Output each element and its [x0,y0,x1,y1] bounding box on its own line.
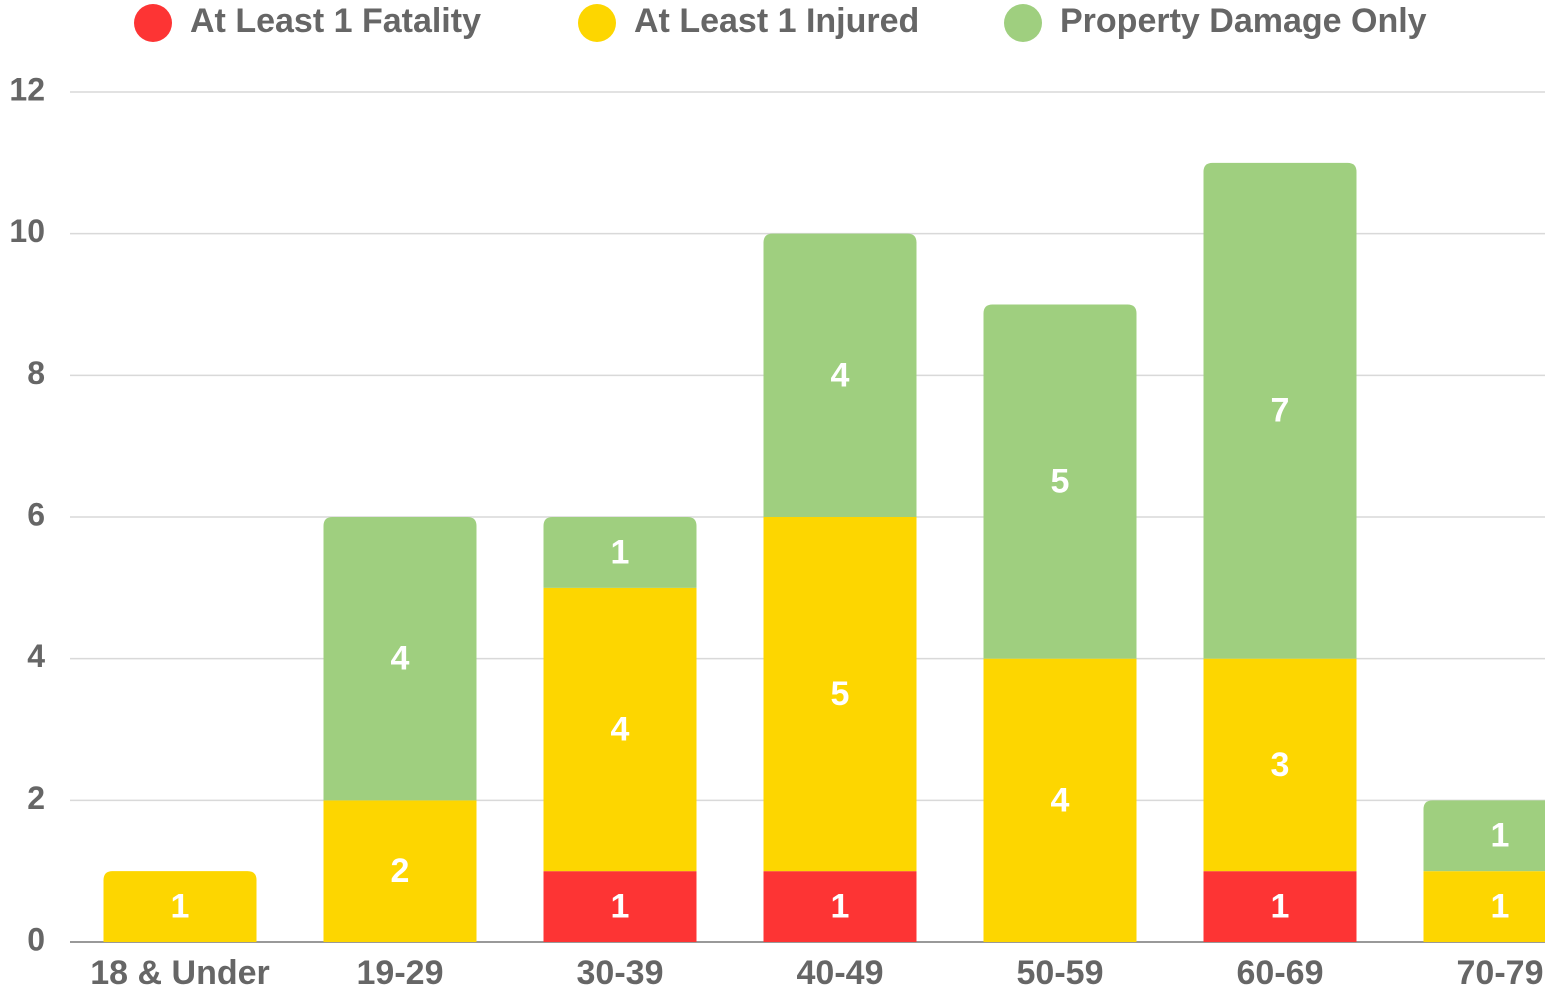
data-label: 1 [1271,888,1290,926]
data-label: 3 [1271,746,1290,784]
bar-segment [763,233,917,517]
data-label: 7 [1271,392,1290,430]
legend-label: At Least 1 Injured [634,2,919,40]
x-tick-label: 40-49 [797,954,884,992]
data-label: 1 [171,888,190,926]
legend-label: Property Damage Only [1060,2,1427,40]
data-label: 1 [611,533,630,571]
bar-segment [983,658,1137,942]
x-tick-label: 18 & Under [90,954,270,992]
data-label: 5 [1051,463,1070,501]
bar-segment [1423,871,1545,942]
data-label: 2 [391,852,410,890]
data-label: 4 [1051,781,1070,819]
x-tick-label: 50-59 [1017,954,1104,992]
y-tick-label: 10 [9,213,45,249]
data-label: 4 [611,710,630,748]
legend-label: At Least 1 Fatality [190,2,481,40]
bar-segment [543,517,697,588]
y-tick-label: 0 [27,921,45,957]
data-label: 4 [391,640,410,678]
y-tick-label: 12 [9,71,45,107]
bar-segment [1203,162,1357,659]
bar-segment [763,517,917,872]
bar-segment [323,800,477,942]
bar-segment [763,871,917,942]
data-label: 4 [831,356,850,394]
x-tick-label: 30-39 [577,954,664,992]
x-tick-label: 60-69 [1237,954,1324,992]
bar-segment [103,871,257,942]
data-label: 5 [831,675,850,713]
data-label: 1 [611,888,630,926]
bar-segment [1203,871,1357,942]
legend-swatch [578,4,616,42]
legend-swatch [134,4,172,42]
bar-segment [983,304,1137,659]
bar-segment [1423,800,1545,872]
y-tick-label: 6 [27,496,45,532]
legend-swatch [1004,4,1042,42]
data-label: 1 [1491,888,1510,926]
x-tick-label: 19-29 [357,954,444,992]
y-tick-label: 4 [27,638,45,674]
data-label: 1 [831,888,850,926]
bar-segment [1203,658,1357,872]
y-tick-label: 2 [27,780,45,816]
y-tick-label: 8 [27,355,45,391]
bar-segment [543,587,697,872]
x-tick-label: 70-79 [1457,954,1544,992]
data-label: 1 [1491,817,1510,855]
bar-segment [543,871,697,942]
bar-segment [323,517,477,801]
